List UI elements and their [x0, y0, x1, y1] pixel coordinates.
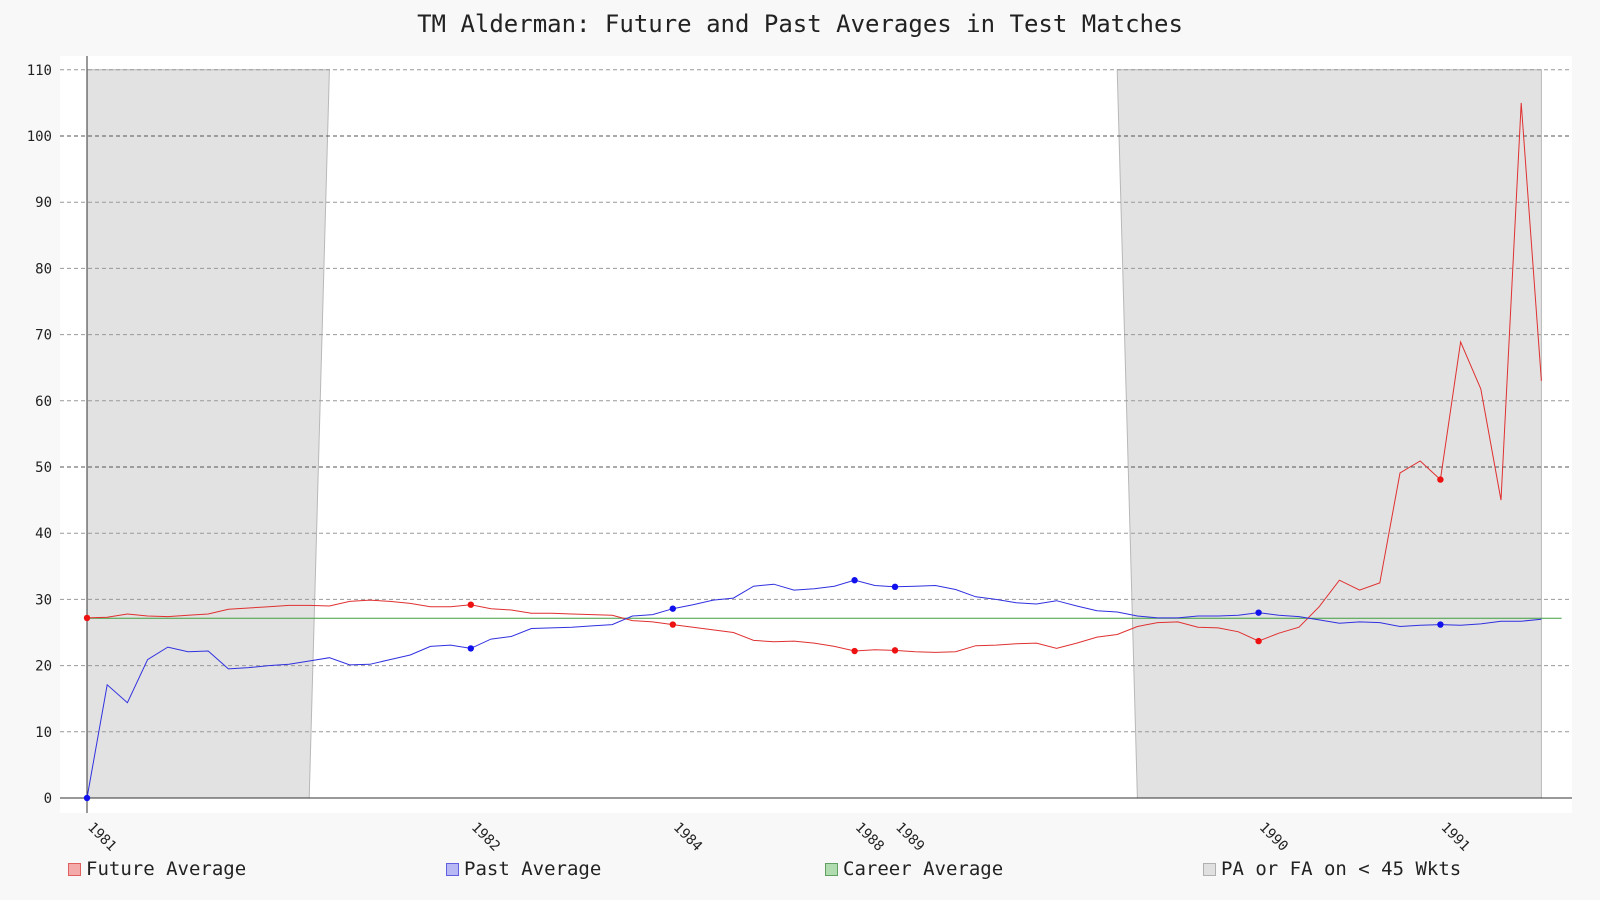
y-tick-label-100: 100 [27, 129, 52, 145]
x-tick-label-1982: 1982 [468, 820, 503, 855]
past-average-swatch [446, 862, 459, 876]
career-average-swatch [825, 862, 838, 876]
x-tick-label-1984: 1984 [670, 820, 705, 855]
x-tick-label-1989: 1989 [892, 820, 927, 855]
past-average-marker [851, 577, 858, 584]
x-tick-label-1988: 1988 [852, 820, 887, 855]
y-tick-label-20: 20 [35, 659, 52, 675]
past-average-line [86, 579, 1542, 799]
legend-label-career: Career Average [843, 858, 1004, 880]
chart-title: TM Alderman: Future and Past Averages in… [417, 10, 1183, 38]
y-tick-label-90: 90 [35, 195, 52, 211]
past-average-marker [891, 583, 899, 591]
past-average-marker [83, 794, 91, 802]
y-tick-label-10: 10 [35, 725, 52, 741]
legend-label-low-wickets: PA or FA on < 45 Wkts [1221, 858, 1462, 880]
legend-label-future: Future Average [86, 858, 247, 880]
legend-item-past[interactable]: Past Average [446, 858, 601, 880]
y-tick-label-0: 0 [44, 791, 52, 807]
future-average-line [86, 102, 1542, 653]
low-wickets-swatch [1203, 862, 1216, 876]
future-average-marker [891, 647, 899, 654]
past-average-marker [669, 605, 676, 612]
x-tick-label-1990: 1990 [1256, 820, 1291, 855]
x-tick-label-1991: 1991 [1438, 820, 1473, 855]
low-wickets-region-2 [1116, 69, 1542, 799]
legend-item-career[interactable]: Career Average [825, 858, 1003, 880]
future-average-marker [851, 647, 858, 655]
y-tick-label-80: 80 [35, 261, 52, 277]
future-average-marker [1437, 476, 1444, 483]
y-tick-label-60: 60 [35, 394, 52, 410]
legend: Future Average Past Average Career Avera… [0, 858, 1600, 882]
y-tick-label-40: 40 [35, 526, 52, 542]
y-tick-label-70: 70 [35, 328, 52, 344]
future-average-swatch [68, 862, 81, 876]
past-average-marker [467, 645, 474, 652]
future-average-marker [669, 621, 676, 628]
x-tick-label-1981: 1981 [84, 820, 119, 855]
low-wickets-region-1 [86, 69, 330, 799]
y-tick-label-50: 50 [35, 460, 52, 476]
legend-item-future[interactable]: Future Average [68, 858, 246, 880]
future-average-marker [467, 601, 474, 608]
future-average-marker [83, 614, 91, 622]
past-average-marker [1255, 609, 1262, 616]
legend-item-low-wickets[interactable]: PA or FA on < 45 Wkts [1203, 858, 1461, 880]
legend-label-past: Past Average [464, 858, 602, 880]
y-tick-label-110: 110 [27, 63, 52, 79]
future-average-marker [1255, 637, 1262, 645]
past-average-marker [1437, 621, 1444, 628]
y-tick-label-30: 30 [35, 592, 52, 608]
